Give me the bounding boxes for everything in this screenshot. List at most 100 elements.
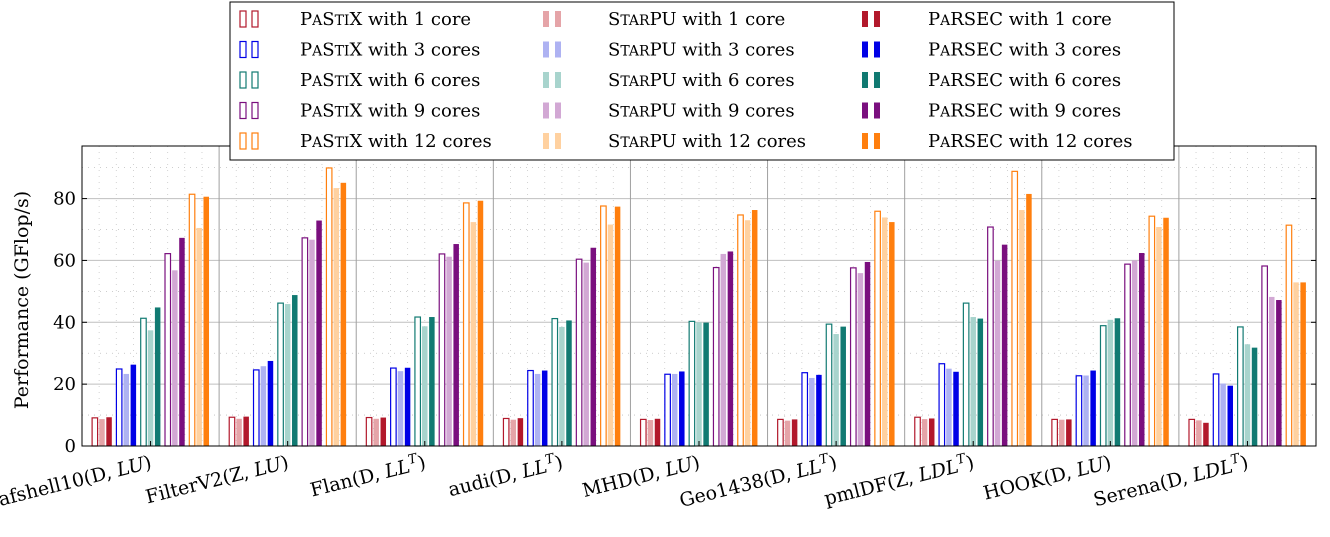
bar-parsec-6c-3 [566,320,572,446]
legend-label-mid: S [322,40,334,61]
legend-label-mid: PU [650,131,677,152]
legend-label-mid: S [322,131,334,152]
bar-parsec-3c-8 [1227,385,1233,446]
legend-label-rest: with 9 cores [677,101,795,122]
bar-starpu-6c-5 [833,334,839,446]
bar-pastix-3c-7 [1075,375,1083,447]
x-tick-label: Geo1438(D, LLT) [677,450,840,512]
bar-pastix-6c-2 [414,316,422,447]
bar-pastix-1c-8 [1188,418,1196,447]
bar-parsec-9c-1 [316,220,322,446]
bar-parsec-6c-4 [703,322,709,446]
legend-label-small: A [311,74,323,90]
legend-swatch-parsec-1c [862,11,868,27]
legend-label-mid: S [322,70,334,91]
bar-parsec-1c-8 [1203,422,1209,446]
bar-pastix-3c-6 [938,363,946,447]
bar-pastix-6c-6 [962,302,970,447]
legend-swatch-pastix-1c [239,10,247,28]
legend-label-rest: with 1 core [677,9,786,30]
bar-pastix-9c-5 [849,267,857,447]
bar-starpu-3c-5 [809,377,815,446]
legend-label: PARSEC with 9 cores [928,101,1121,122]
legend-label-mid: S [322,101,334,122]
legend-swatch-parsec-3c [862,41,868,58]
legend-label-small: TI [335,13,350,29]
bar-starpu-3c-2 [397,371,404,446]
legend-label-lead: P [928,70,940,91]
bar-starpu-9c-6 [994,260,1001,446]
bar-pastix-3c-5 [801,372,809,447]
bar-starpu-6c-7 [1107,319,1114,446]
legend-label: STARPU with 12 cores [608,131,806,152]
legend-label-rest: with 12 cores [362,131,491,152]
legend-label-mid: PU [650,9,677,30]
legend-label-tail: X [349,40,362,61]
legend-label-rest: with 1 core [362,9,471,30]
bar-parsec-9c-8 [1276,300,1282,446]
bar-parsec-9c-5 [864,261,871,446]
bar-pastix-6c-5 [825,323,833,447]
legend-label-small: TAR [620,74,650,90]
legend-swatch-parsec-6c [862,72,868,88]
legend-label-small: TAR [620,44,650,60]
x-label-factorization: LDL [1189,455,1235,486]
legend-label: PASTIX with 1 core [300,9,471,30]
bar-parsec-1c-3 [517,418,524,446]
bar-parsec-12c-2 [477,200,484,446]
legend-label: PARSEC with 1 core [928,9,1112,30]
legend-label-mid: RSEC [950,101,1003,122]
x-tick-label: FilterV2(Z, LU) [143,452,290,509]
bar-starpu-9c-5 [857,273,864,446]
bar-starpu-9c-3 [583,262,589,446]
x-label-base: afshell10(D, [0,460,120,511]
y-tick-label: 60 [53,250,76,271]
legend-label: STARPU with 1 core [608,9,785,30]
bar-starpu-3c-6 [946,368,952,446]
bar-starpu-1c-3 [510,419,517,446]
x-tick-label: afshell10(D, LU) [0,452,154,511]
legend-swatch-pastix-9c [239,101,247,120]
bar-pastix-12c-0 [188,193,196,447]
x-tick-label: audi(D, LLT) [446,450,566,502]
bar-starpu-1c-2 [373,418,379,446]
bars [91,167,1306,447]
bar-starpu-1c-6 [921,419,928,446]
bar-parsec-9c-2 [453,244,459,446]
bar-pastix-9c-0 [164,253,172,447]
legend-swatch-pastix-3c [251,40,259,59]
y-tick-label: 20 [53,374,76,395]
legend-label-mid: S [322,9,334,30]
legend-label-rest: with 6 cores [362,70,480,91]
bar-starpu-12c-6 [1019,210,1025,446]
legend-label-rest: with 9 cores [1003,101,1121,122]
bar-pastix-12c-4 [737,214,744,447]
bar-pastix-9c-6 [987,226,994,447]
legend-label-lead: P [928,131,940,152]
legend-label-tail: X [349,70,362,91]
legend-label-mid: PU [650,40,677,61]
legend-swatch-parsec-3c [874,41,880,58]
bar-parsec-1c-6 [928,418,935,446]
x-tick-labels: afshell10(D, LU)FilterV2(Z, LU) Flan(D, L… [0,450,1251,512]
legend-label-small: TAR [620,105,650,121]
bar-pastix-12c-8 [1285,224,1293,447]
legend-label-rest: with 6 cores [677,70,795,91]
legend-label-mid: RSEC [950,40,1003,61]
bar-pastix-3c-2 [390,367,397,447]
bar-pastix-6c-3 [551,317,559,447]
legend-swatch-pastix-12c [239,132,247,150]
bar-pastix-9c-1 [301,237,309,447]
bar-parsec-12c-0 [203,196,210,446]
legend-label-small: A [311,135,323,151]
legend-label-small: A [311,13,323,29]
x-label-close: ) [1238,452,1251,475]
legend-label-mid: RSEC [950,9,1003,30]
bar-starpu-1c-0 [99,419,105,446]
bar-starpu-9c-2 [446,256,452,446]
legend-label: PARSEC with 6 cores [928,70,1121,91]
legend-swatch-pastix-6c [251,71,259,89]
bar-starpu-12c-5 [881,217,888,446]
x-label-close: ) [964,452,977,475]
